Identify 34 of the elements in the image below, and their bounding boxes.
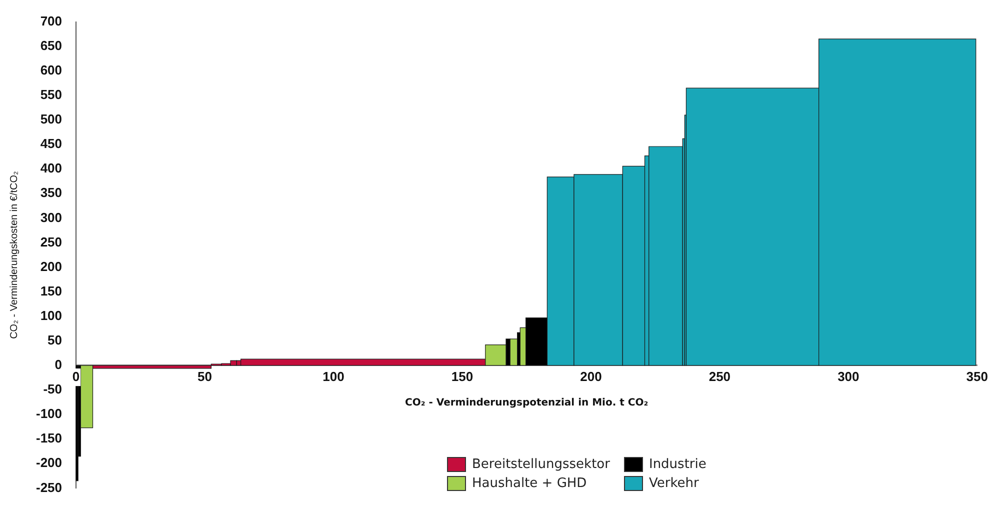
x-tick-label: 150 [451, 368, 474, 384]
y-axis-title: CO₂ - Verminderungskosten in €/tCO₂ [8, 170, 20, 339]
y-tick-label: -100 [36, 406, 62, 422]
x-tick-label: 250 [708, 368, 731, 384]
legend-label: Industrie [648, 457, 706, 472]
x-tick-label: 0 [72, 368, 80, 384]
x-tick-label: 300 [838, 368, 860, 384]
y-tick-label: 550 [40, 87, 62, 102]
legend-label: Bereitstellungssektor [472, 457, 610, 472]
legend-label: Verkehr [648, 476, 699, 491]
y-tick-label: 600 [40, 62, 62, 78]
x-tick-label: 50 [198, 368, 212, 384]
y-tick-label: 300 [40, 210, 62, 225]
x-tick-label: 100 [322, 368, 344, 384]
y-tick-label: 700 [40, 13, 62, 28]
y-tick-label: 150 [40, 283, 62, 298]
y-tick-label: 350 [40, 185, 62, 200]
x-axis-title: CO₂ - Verminderungspotenzial in Mio. t CO₂ [405, 398, 648, 409]
legend-label: Haushalte + GHD [472, 476, 587, 491]
y-tick-label: -50 [43, 382, 62, 397]
y-tick-label: 0 [54, 357, 62, 372]
y-tick-label: 100 [40, 308, 62, 323]
y-tick-label: 650 [40, 38, 62, 53]
y-tick-label: 250 [40, 234, 62, 250]
y-tick-label: 450 [40, 136, 62, 152]
y-tick-label: -250 [36, 480, 62, 495]
y-tick-label: 400 [40, 160, 62, 176]
x-tick-label: 200 [580, 368, 602, 384]
x-tick-label: 350 [966, 368, 988, 384]
y-tick-label: -200 [36, 455, 62, 470]
y-tick-label: -150 [36, 430, 62, 446]
y-tick-label: 200 [40, 258, 62, 274]
y-tick-label: 50 [48, 332, 62, 348]
y-tick-label: 500 [40, 112, 62, 127]
